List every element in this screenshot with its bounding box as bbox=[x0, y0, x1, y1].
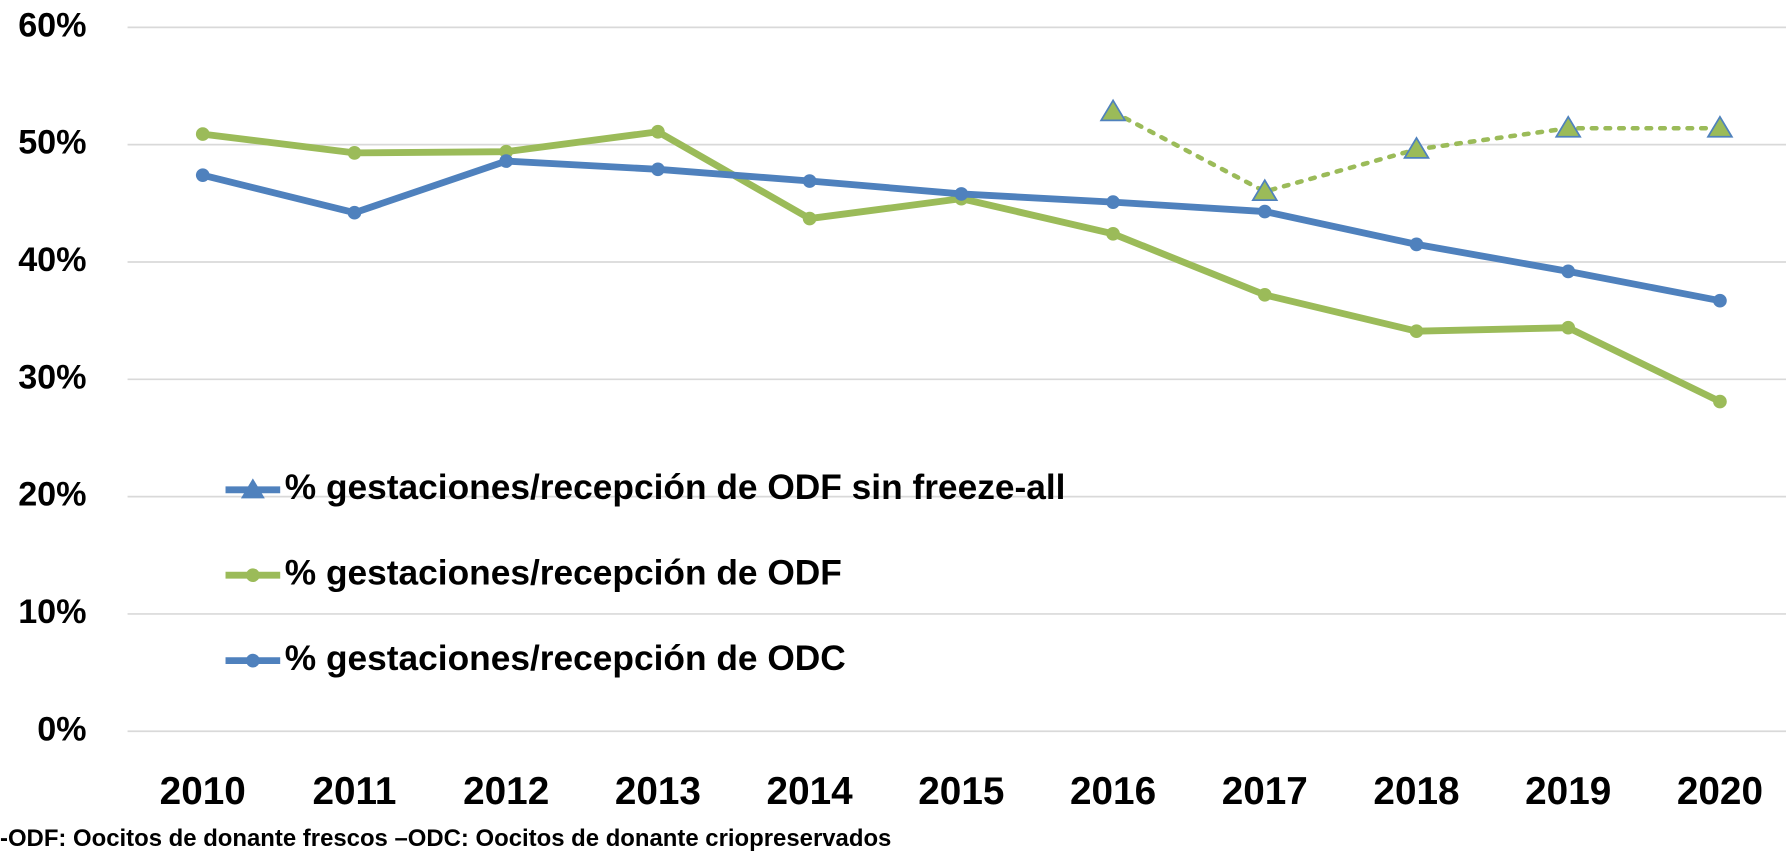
marker bbox=[195, 168, 210, 182]
marker bbox=[1403, 136, 1430, 159]
marker bbox=[499, 154, 514, 168]
x-tick-label: 2010 bbox=[160, 770, 246, 813]
legend-marker bbox=[246, 568, 260, 583]
marker bbox=[651, 162, 665, 177]
marker bbox=[1099, 98, 1127, 122]
x-tick-label: 2013 bbox=[615, 770, 701, 813]
legend-label: % gestaciones/recepción de ODF sin freez… bbox=[285, 468, 1066, 507]
y-tick-label: 10% bbox=[18, 593, 86, 631]
y-tick-label: 0% bbox=[37, 710, 86, 748]
y-tick-label: 60% bbox=[18, 6, 86, 44]
marker bbox=[1561, 320, 1576, 335]
marker bbox=[1106, 195, 1120, 209]
y-tick-label: 50% bbox=[18, 124, 86, 162]
marker bbox=[1257, 287, 1272, 302]
x-tick-label: 2019 bbox=[1525, 770, 1611, 813]
marker bbox=[1106, 226, 1120, 241]
marker bbox=[802, 174, 817, 188]
footnote: -ODF: Oocitos de donante frescos –ODC: O… bbox=[0, 825, 891, 852]
marker bbox=[1554, 115, 1582, 138]
series-line bbox=[199, 128, 1724, 406]
x-tick-label: 2012 bbox=[463, 770, 549, 813]
marker bbox=[1713, 394, 1727, 409]
legend-marker bbox=[246, 653, 260, 668]
marker bbox=[1713, 293, 1727, 308]
marker bbox=[1409, 237, 1424, 252]
y-tick-label: 40% bbox=[18, 241, 86, 279]
marker bbox=[651, 124, 665, 139]
x-tick-label: 2020 bbox=[1677, 770, 1763, 813]
legend-marker bbox=[240, 478, 265, 499]
marker bbox=[802, 211, 817, 226]
marker bbox=[1257, 204, 1272, 219]
x-tick-label: 2016 bbox=[1070, 770, 1156, 813]
marker bbox=[195, 127, 210, 141]
x-tick-label: 2014 bbox=[767, 770, 854, 813]
marker bbox=[1251, 178, 1279, 201]
marker bbox=[1409, 324, 1424, 339]
x-tick-label: 2011 bbox=[312, 770, 396, 813]
x-tick-label: 2018 bbox=[1373, 770, 1459, 813]
marker bbox=[1706, 115, 1734, 138]
legend-label: % gestaciones/recepción de ODC bbox=[285, 639, 846, 678]
x-tick-label: 2015 bbox=[918, 770, 1004, 813]
y-tick-label: 30% bbox=[18, 358, 86, 396]
marker bbox=[347, 205, 362, 220]
marker bbox=[347, 146, 362, 160]
y-tick-label: 20% bbox=[18, 476, 86, 514]
marker bbox=[1561, 264, 1576, 279]
marker bbox=[499, 144, 514, 159]
series-line bbox=[199, 157, 1724, 305]
marker bbox=[954, 187, 969, 201]
x-tick-label: 2017 bbox=[1222, 770, 1308, 813]
legend-label: % gestaciones/recepción de ODF bbox=[285, 554, 842, 593]
